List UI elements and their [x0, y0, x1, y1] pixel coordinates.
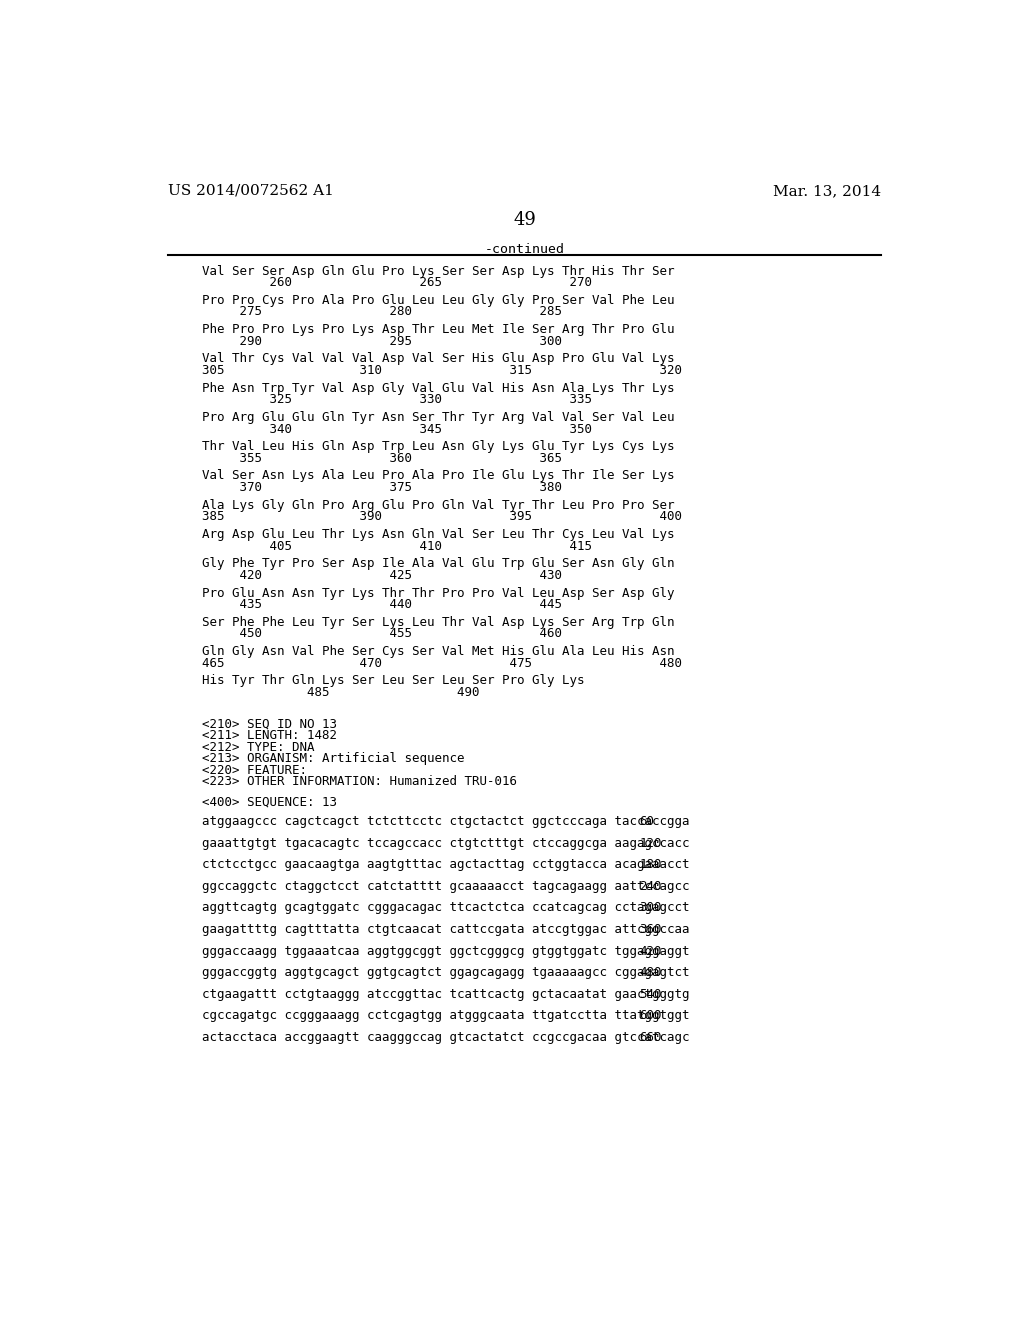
Text: aggttcagtg gcagtggatc cgggacagac ttcactctca ccatcagcag cctagagcct: aggttcagtg gcagtggatc cgggacagac ttcactc… [202, 902, 689, 915]
Text: ctctcctgcc gaacaagtga aagtgtttac agctacttag cctggtacca acagaaacct: ctctcctgcc gaacaagtga aagtgtttac agctact… [202, 858, 689, 871]
Text: 420                 425                 430: 420 425 430 [202, 569, 561, 582]
Text: 305                  310                 315                 320: 305 310 315 320 [202, 364, 682, 378]
Text: 275                 280                 285: 275 280 285 [202, 305, 561, 318]
Text: 385                  390                 395                 400: 385 390 395 400 [202, 511, 682, 523]
Text: gggaccaagg tggaaatcaa aggtggcggt ggctcgggcg gtggtggatc tggaggaggt: gggaccaagg tggaaatcaa aggtggcggt ggctcgg… [202, 945, 689, 957]
Text: Val Thr Cys Val Val Val Asp Val Ser His Glu Asp Pro Glu Val Lys: Val Thr Cys Val Val Val Asp Val Ser His … [202, 352, 674, 366]
Text: Thr Val Leu His Gln Asp Trp Leu Asn Gly Lys Glu Tyr Lys Cys Lys: Thr Val Leu His Gln Asp Trp Leu Asn Gly … [202, 441, 674, 453]
Text: 355                 360                 365: 355 360 365 [202, 451, 561, 465]
Text: Ser Phe Phe Leu Tyr Ser Lys Leu Thr Val Asp Lys Ser Arg Trp Gln: Ser Phe Phe Leu Tyr Ser Lys Leu Thr Val … [202, 615, 674, 628]
Text: <220> FEATURE:: <220> FEATURE: [202, 763, 306, 776]
Text: Gln Gly Asn Val Phe Ser Cys Ser Val Met His Glu Ala Leu His Asn: Gln Gly Asn Val Phe Ser Cys Ser Val Met … [202, 645, 674, 659]
Text: actacctaca accggaagtt caagggccag gtcactatct ccgccgacaa gtccatcagc: actacctaca accggaagtt caagggccag gtcacta… [202, 1031, 689, 1044]
Text: 340                 345                 350: 340 345 350 [202, 422, 592, 436]
Text: gaaattgtgt tgacacagtc tccagccacc ctgtctttgt ctccaggcga aagagccacc: gaaattgtgt tgacacagtc tccagccacc ctgtctt… [202, 837, 689, 850]
Text: 600: 600 [640, 1010, 662, 1022]
Text: 435                 440                 445: 435 440 445 [202, 598, 561, 611]
Text: atggaagccc cagctcagct tctcttcctc ctgctactct ggctcccaga taccaccgga: atggaagccc cagctcagct tctcttcctc ctgctac… [202, 816, 689, 828]
Text: 480: 480 [640, 966, 662, 979]
Text: 290                 295                 300: 290 295 300 [202, 335, 561, 347]
Text: 325                 330                 335: 325 330 335 [202, 393, 592, 407]
Text: ggccaggctc ctaggctcct catctatttt gcaaaaacct tagcagaagg aattccagcc: ggccaggctc ctaggctcct catctatttt gcaaaaa… [202, 880, 689, 892]
Text: Pro Pro Cys Pro Ala Pro Glu Leu Leu Gly Gly Pro Ser Val Phe Leu: Pro Pro Cys Pro Ala Pro Glu Leu Leu Gly … [202, 294, 674, 308]
Text: cgccagatgc ccgggaaagg cctcgagtgg atgggcaata ttgatcctta ttatggtggt: cgccagatgc ccgggaaagg cctcgagtgg atgggca… [202, 1010, 689, 1022]
Text: Val Ser Asn Lys Ala Leu Pro Ala Pro Ile Glu Lys Thr Ile Ser Lys: Val Ser Asn Lys Ala Leu Pro Ala Pro Ile … [202, 470, 674, 483]
Text: 180: 180 [640, 858, 662, 871]
Text: 370                 375                 380: 370 375 380 [202, 480, 561, 494]
Text: 450                 455                 460: 450 455 460 [202, 627, 561, 640]
Text: 360: 360 [640, 923, 662, 936]
Text: 660: 660 [640, 1031, 662, 1044]
Text: <213> ORGANISM: Artificial sequence: <213> ORGANISM: Artificial sequence [202, 752, 464, 766]
Text: 240: 240 [640, 880, 662, 892]
Text: Mar. 13, 2014: Mar. 13, 2014 [773, 183, 882, 198]
Text: 49: 49 [513, 211, 537, 228]
Text: <211> LENGTH: 1482: <211> LENGTH: 1482 [202, 729, 337, 742]
Text: ctgaagattt cctgtaaggg atccggttac tcattcactg gctacaatat gaactgggtg: ctgaagattt cctgtaaggg atccggttac tcattca… [202, 987, 689, 1001]
Text: Pro Glu Asn Asn Tyr Lys Thr Thr Pro Pro Val Leu Asp Ser Asp Gly: Pro Glu Asn Asn Tyr Lys Thr Thr Pro Pro … [202, 586, 674, 599]
Text: 120: 120 [640, 837, 662, 850]
Text: gaagattttg cagtttatta ctgtcaacat cattccgata atccgtggac attcggccaa: gaagattttg cagtttatta ctgtcaacat cattccg… [202, 923, 689, 936]
Text: <210> SEQ ID NO 13: <210> SEQ ID NO 13 [202, 718, 337, 730]
Text: Arg Asp Glu Leu Thr Lys Asn Gln Val Ser Leu Thr Cys Leu Val Lys: Arg Asp Glu Leu Thr Lys Asn Gln Val Ser … [202, 528, 674, 541]
Text: US 2014/0072562 A1: US 2014/0072562 A1 [168, 183, 334, 198]
Text: <400> SEQUENCE: 13: <400> SEQUENCE: 13 [202, 796, 337, 809]
Text: 465                  470                 475                 480: 465 470 475 480 [202, 656, 682, 669]
Text: <212> TYPE: DNA: <212> TYPE: DNA [202, 741, 314, 754]
Text: 60: 60 [640, 816, 654, 828]
Text: Ala Lys Gly Gln Pro Arg Glu Pro Gln Val Tyr Thr Leu Pro Pro Ser: Ala Lys Gly Gln Pro Arg Glu Pro Gln Val … [202, 499, 674, 512]
Text: gggaccggtg aggtgcagct ggtgcagtct ggagcagagg tgaaaaagcc cggagagtct: gggaccggtg aggtgcagct ggtgcagtct ggagcag… [202, 966, 689, 979]
Text: Gly Phe Tyr Pro Ser Asp Ile Ala Val Glu Trp Glu Ser Asn Gly Gln: Gly Phe Tyr Pro Ser Asp Ile Ala Val Glu … [202, 557, 674, 570]
Text: 300: 300 [640, 902, 662, 915]
Text: 485                 490: 485 490 [202, 686, 479, 698]
Text: Phe Pro Pro Lys Pro Lys Asp Thr Leu Met Ile Ser Arg Thr Pro Glu: Phe Pro Pro Lys Pro Lys Asp Thr Leu Met … [202, 323, 674, 337]
Text: 405                 410                 415: 405 410 415 [202, 540, 592, 553]
Text: <223> OTHER INFORMATION: Humanized TRU-016: <223> OTHER INFORMATION: Humanized TRU-0… [202, 775, 517, 788]
Text: Phe Asn Trp Tyr Val Asp Gly Val Glu Val His Asn Ala Lys Thr Lys: Phe Asn Trp Tyr Val Asp Gly Val Glu Val … [202, 381, 674, 395]
Text: His Tyr Thr Gln Lys Ser Leu Ser Leu Ser Pro Gly Lys: His Tyr Thr Gln Lys Ser Leu Ser Leu Ser … [202, 675, 584, 688]
Text: 540: 540 [640, 987, 662, 1001]
Text: Pro Arg Glu Glu Gln Tyr Asn Ser Thr Tyr Arg Val Val Ser Val Leu: Pro Arg Glu Glu Gln Tyr Asn Ser Thr Tyr … [202, 411, 674, 424]
Text: 260                 265                 270: 260 265 270 [202, 276, 592, 289]
Text: Val Ser Ser Asp Gln Glu Pro Lys Ser Ser Asp Lys Thr His Thr Ser: Val Ser Ser Asp Gln Glu Pro Lys Ser Ser … [202, 264, 674, 277]
Text: -continued: -continued [484, 243, 565, 256]
Text: 420: 420 [640, 945, 662, 957]
